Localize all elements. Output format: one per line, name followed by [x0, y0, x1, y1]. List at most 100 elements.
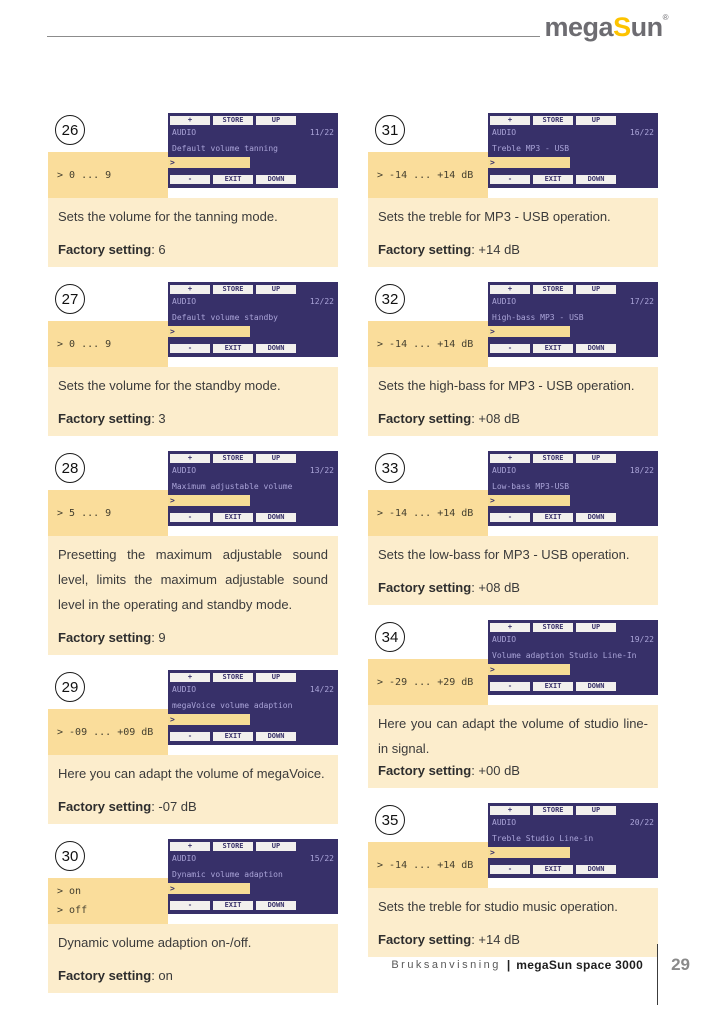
- logo-text-un: un: [630, 12, 664, 42]
- description-text: Here you can adapt the volume of studio …: [378, 716, 648, 756]
- item-number-badge: 34: [375, 622, 405, 652]
- lcd-display: + STORE UP AUDIO 18/22 Low-bass MP3-USB …: [488, 451, 658, 526]
- item-number-badge: 29: [55, 672, 85, 702]
- lcd-input-field: >: [168, 326, 250, 337]
- factory-setting: Factory setting: on: [58, 967, 328, 984]
- lcd-up-button: UP: [256, 673, 296, 682]
- lcd-plus-button: +: [490, 285, 530, 294]
- factory-setting-value: : 9: [151, 630, 166, 645]
- factory-setting-label: Factory setting: [58, 242, 152, 257]
- lcd-up-button: UP: [576, 806, 616, 815]
- factory-setting-value: : +00 dB: [471, 763, 520, 778]
- item-number-badge: 31: [375, 115, 405, 145]
- lcd-bottom-button-row: - EXIT DOWN: [488, 682, 658, 691]
- item-number: 35: [381, 811, 399, 829]
- item-number: 26: [61, 121, 79, 139]
- description-text: Dynamic volume adaption on-/off.: [58, 935, 252, 950]
- lcd-cursor: >: [490, 496, 495, 505]
- description-box: Sets the treble for MP3 - USB operation.…: [368, 198, 658, 267]
- factory-setting-label: Factory setting: [378, 580, 472, 595]
- factory-setting: Factory setting: +14 dB: [378, 931, 648, 948]
- lcd-up-button: UP: [256, 116, 296, 125]
- factory-setting-value: : on: [151, 968, 173, 983]
- lcd-store-button: STORE: [213, 454, 253, 463]
- value-range-box: > -14 ... +14 dB: [368, 152, 488, 198]
- lcd-app-title: AUDIO: [172, 128, 197, 137]
- lcd-app-title: AUDIO: [172, 685, 197, 694]
- lcd-page-indicator: 18/22: [629, 466, 654, 475]
- description-text: Sets the volume for the standby mode.: [58, 378, 281, 393]
- item-number-badge: 27: [55, 284, 85, 314]
- lcd-cursor: >: [170, 158, 175, 167]
- lcd-menu-title: Default volume standby: [172, 313, 278, 322]
- lcd-display: + STORE UP AUDIO 12/22 Default volume st…: [168, 282, 338, 357]
- factory-setting-value: : +14 dB: [471, 932, 520, 947]
- lcd-minus-button: -: [170, 732, 210, 741]
- lcd-up-button: UP: [256, 842, 296, 851]
- header-rule: [47, 36, 540, 37]
- lcd-store-button: STORE: [533, 623, 573, 632]
- item-number-badge: 32: [375, 284, 405, 314]
- lcd-bottom-button-row: - EXIT DOWN: [168, 901, 338, 910]
- item-number: 32: [381, 290, 399, 308]
- lcd-top-button-row: + STORE UP: [168, 282, 338, 294]
- value-range-line: > -14 ... +14 dB: [377, 338, 474, 350]
- setting-item-33: 33 + STORE UP AUDIO 18/22 Low-bass MP3-U…: [368, 451, 658, 605]
- lcd-store-button: STORE: [533, 116, 573, 125]
- lcd-top-button-row: + STORE UP: [488, 803, 658, 815]
- value-range-line: > 0 ... 9: [57, 338, 112, 350]
- description-box: Sets the volume for the tanning mode. Fa…: [48, 198, 338, 267]
- lcd-store-button: STORE: [213, 285, 253, 294]
- lcd-cursor: >: [490, 848, 495, 857]
- description-text: Sets the treble for MP3 - USB operation.: [378, 209, 611, 224]
- description-text: Presetting the maximum adjustable sound …: [58, 547, 328, 612]
- value-range-box: > 0 ... 9: [48, 321, 168, 367]
- lcd-menu-title: Low-bass MP3-USB: [492, 482, 570, 491]
- description-text: Sets the high-bass for MP3 - USB operati…: [378, 378, 635, 393]
- content-columns: 26 + STORE UP AUDIO 11/22 Default volume…: [48, 113, 658, 1008]
- value-range-box: > -09 ... +09 dB: [48, 709, 168, 755]
- lcd-page-indicator: 17/22: [629, 297, 654, 306]
- factory-setting-label: Factory setting: [378, 411, 472, 426]
- value-range-box: > -14 ... +14 dB: [368, 321, 488, 367]
- value-range-line: > off: [57, 905, 88, 916]
- page-footer: Bruksanvisning | megaSun space 3000 29: [391, 944, 690, 1005]
- lcd-display: + STORE UP AUDIO 11/22 Default volume ta…: [168, 113, 338, 188]
- lcd-plus-button: +: [170, 285, 210, 294]
- lcd-display: + STORE UP AUDIO 20/22 Treble Studio Lin…: [488, 803, 658, 878]
- value-range-box: > on > off: [48, 878, 168, 924]
- lcd-app-title: AUDIO: [492, 466, 517, 475]
- footer-product-name: megaSun space 3000: [516, 958, 644, 972]
- setting-item-27: 27 + STORE UP AUDIO 12/22 Default volume…: [48, 282, 338, 436]
- description-box: Here you can adapt the volume of megaVoi…: [48, 755, 338, 824]
- value-range-box: > -29 ... +29 dB: [368, 659, 488, 705]
- lcd-page-indicator: 11/22: [309, 128, 334, 137]
- lcd-cursor: >: [170, 327, 175, 336]
- footer-manual-label: Bruksanvisning: [391, 959, 501, 971]
- value-range-line: > -14 ... +14 dB: [377, 169, 474, 181]
- lcd-down-button: DOWN: [576, 865, 616, 874]
- item-number: 28: [61, 459, 79, 477]
- lcd-down-button: DOWN: [576, 682, 616, 691]
- lcd-app-title: AUDIO: [172, 854, 197, 863]
- lcd-app-title: AUDIO: [492, 128, 517, 137]
- factory-setting-value: : 3: [151, 411, 166, 426]
- lcd-exit-button: EXIT: [533, 344, 573, 353]
- description-text: Sets the volume for the tanning mode.: [58, 209, 278, 224]
- lcd-menu-title: Volume adaption Studio Line-In: [492, 651, 637, 660]
- lcd-bottom-button-row: - EXIT DOWN: [488, 865, 658, 874]
- right-column: 31 + STORE UP AUDIO 16/22 Treble MP3 - U…: [368, 113, 658, 1008]
- lcd-top-button-row: + STORE UP: [168, 451, 338, 463]
- lcd-input-field: >: [168, 883, 250, 894]
- description-box: Presetting the maximum adjustable sound …: [48, 536, 338, 655]
- lcd-minus-button: -: [490, 513, 530, 522]
- item-number: 27: [61, 290, 79, 308]
- lcd-minus-button: -: [170, 175, 210, 184]
- lcd-plus-button: +: [170, 842, 210, 851]
- page-number: 29: [671, 955, 690, 974]
- lcd-menu-title: Default volume tanning: [172, 144, 278, 153]
- lcd-cursor: >: [170, 715, 175, 724]
- lcd-up-button: UP: [576, 454, 616, 463]
- description-box: Sets the volume for the standby mode. Fa…: [48, 367, 338, 436]
